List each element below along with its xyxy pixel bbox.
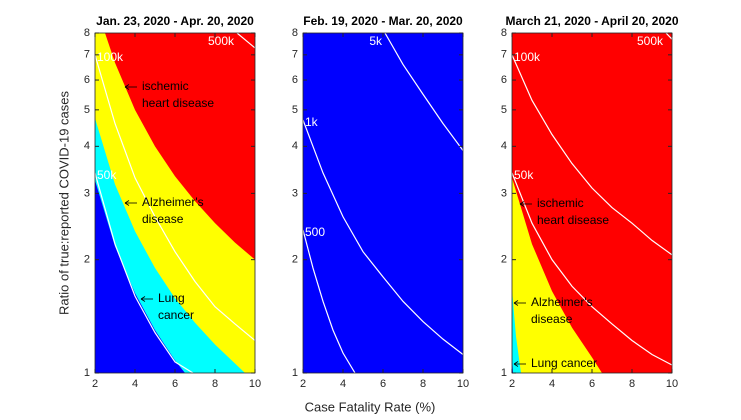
annotation-arrowhead: [519, 201, 525, 207]
panel-title: Feb. 19, 2020 - Mar. 20, 2020: [303, 14, 463, 28]
annotation-arrowhead: [513, 361, 519, 367]
x-tick-label: 4: [549, 378, 555, 390]
x-tick-label: 6: [589, 378, 595, 390]
annotation-text: disease: [142, 212, 184, 226]
annotation-text: heart disease: [142, 96, 214, 110]
annotation-arrowhead: [140, 296, 146, 302]
x-tick-label: 10: [457, 378, 469, 390]
contour-line: [95, 54, 255, 341]
annotation-arrowhead: [124, 200, 130, 206]
x-tick-label: 8: [212, 378, 218, 390]
contour-label: 500k: [637, 34, 664, 48]
y-tick-label: 7: [501, 49, 507, 61]
y-tick-label: 1: [501, 367, 507, 379]
y-tick-label: 7: [292, 49, 298, 61]
contour-label: 100k: [97, 50, 124, 64]
contour-line: [384, 33, 463, 151]
y-axis-label: Ratio of true:reported COVID-19 cases: [56, 91, 71, 315]
y-tick-label: 1: [84, 367, 90, 379]
y-tick-label: 2: [292, 254, 298, 266]
contour-label: 1k: [305, 115, 319, 129]
annotation-text: Alzheimer's: [531, 295, 593, 309]
contour-line: [303, 119, 463, 355]
contour-line: [303, 229, 356, 373]
x-tick-label: 4: [132, 378, 138, 390]
annotation-text: ischemic: [142, 79, 189, 93]
region: [512, 177, 602, 373]
contour-label: 5k: [369, 34, 383, 48]
y-tick-label: 5: [292, 104, 298, 116]
y-tick-label: 6: [292, 74, 298, 86]
panel-title: Jan. 23, 2020 - Apr. 20, 2020: [96, 14, 254, 28]
contour-line: [512, 172, 672, 366]
contour-label: 100k: [514, 50, 541, 64]
contour-line: [512, 54, 672, 256]
y-tick-label: 2: [501, 254, 507, 266]
contour-label: 500k: [208, 34, 235, 48]
y-tick-label: 2: [84, 254, 90, 266]
annotation-arrowhead: [124, 84, 130, 90]
x-tick-label: 8: [420, 378, 426, 390]
contour-label: 50k: [97, 168, 117, 182]
x-tick-label: 6: [380, 378, 386, 390]
contour-line: [95, 172, 194, 373]
y-tick-label: 3: [501, 187, 507, 199]
y-tick-label: 8: [501, 27, 507, 39]
x-tick-label: 2: [92, 378, 98, 390]
panel-title: March 21, 2020 - April 20, 2020: [506, 14, 679, 28]
annotation-text: cancer: [158, 308, 194, 322]
x-tick-label: 10: [666, 378, 678, 390]
y-tick-label: 7: [84, 49, 90, 61]
y-tick-label: 5: [84, 104, 90, 116]
x-tick-label: 10: [249, 378, 261, 390]
contour-label: 500: [305, 225, 325, 239]
annotation-text: Alzheimer's: [142, 195, 204, 209]
annotation-text: disease: [531, 312, 573, 326]
y-tick-label: 8: [84, 27, 90, 39]
y-tick-label: 3: [84, 187, 90, 199]
y-tick-label: 6: [84, 74, 90, 86]
x-tick-label: 8: [629, 378, 635, 390]
contour-line: [665, 33, 672, 40]
y-tick-label: 4: [501, 140, 507, 152]
annotation-text: Lung cancer: [531, 356, 597, 370]
annotation-text: heart disease: [537, 213, 609, 227]
plot-area: [95, 33, 255, 373]
region: [512, 290, 521, 373]
plot-area: [512, 33, 672, 373]
annotation-text: Lung: [158, 291, 185, 305]
y-tick-label: 1: [292, 367, 298, 379]
x-tick-label: 2: [509, 378, 515, 390]
y-tick-label: 8: [292, 27, 298, 39]
x-tick-label: 4: [340, 378, 346, 390]
y-tick-label: 4: [292, 140, 298, 152]
x-tick-label: 2: [300, 378, 306, 390]
y-tick-label: 3: [292, 187, 298, 199]
annotation-text: ischemic: [537, 196, 584, 210]
annotation-arrowhead: [513, 300, 519, 306]
y-tick-label: 5: [501, 104, 507, 116]
x-tick-label: 6: [172, 378, 178, 390]
y-tick-label: 4: [84, 140, 90, 152]
background-region: [303, 33, 463, 373]
x-axis-label: Case Fatality Rate (%): [305, 399, 436, 414]
plot-area: [303, 33, 463, 373]
contour-line: [236, 33, 255, 49]
y-tick-label: 6: [501, 74, 507, 86]
region: [95, 180, 185, 373]
contour-label: 50k: [514, 168, 534, 182]
